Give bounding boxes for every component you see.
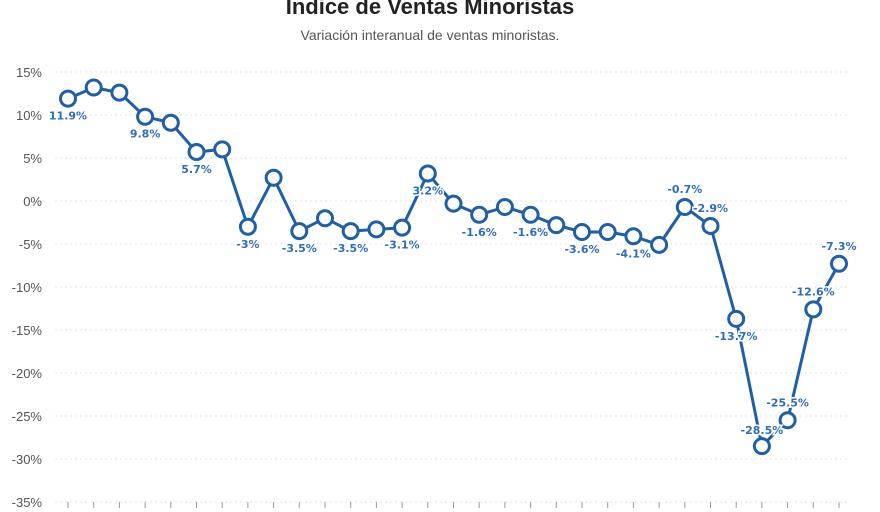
data-label: -28.5% (741, 424, 784, 437)
data-point (341, 222, 360, 241)
data-point (521, 205, 540, 224)
grid-lines (55, 71, 848, 503)
chart-subtitle: Variación interanual de ventas minorista… (300, 27, 560, 43)
data-label: -3.5% (282, 242, 317, 255)
y-tick-label: -20% (12, 366, 43, 381)
data-point (470, 205, 489, 224)
data-point (804, 300, 823, 319)
data-point (136, 107, 155, 126)
data-label: -3.1% (385, 239, 420, 252)
data-points (59, 78, 848, 456)
series-line (67, 86, 841, 448)
data-point (778, 411, 797, 430)
data-point (752, 437, 771, 456)
data-label: -3% (236, 238, 259, 251)
data-point (675, 198, 694, 217)
data-label: 9.8% (130, 128, 161, 141)
data-point (161, 113, 180, 132)
data-label: -4.1% (616, 247, 651, 260)
data-point (701, 216, 720, 235)
data-point (393, 218, 412, 237)
data-point (290, 222, 309, 241)
data-point (84, 78, 103, 97)
data-point (573, 222, 591, 241)
data-point (547, 216, 566, 235)
data-label: -7.3% (821, 240, 856, 253)
y-tick-label: -25% (12, 409, 43, 424)
data-point (59, 89, 77, 108)
chart-title: Índice de Ventas Minoristas (285, 0, 575, 19)
y-tick-label: 15% (16, 65, 42, 80)
y-tick-label: -10% (12, 280, 43, 295)
data-label: -0.7% (667, 183, 702, 196)
y-tick-label: 5% (23, 151, 42, 166)
y-tick-label: -5% (19, 237, 43, 252)
y-tick-label: -30% (12, 452, 43, 467)
data-point (418, 164, 437, 183)
data-label: -3.5% (333, 242, 368, 255)
data-label: -2.9% (693, 202, 728, 215)
data-label: -1.6% (513, 226, 548, 239)
data-label: 3.2% (413, 184, 444, 197)
data-label: -12.6% (792, 285, 835, 298)
data-label: -3.6% (564, 243, 599, 256)
data-labels: 11.9% 9.8% 5.7% -3% -3.5% -3.5% -3.1% 3.2% -1.6%… (47, 108, 858, 438)
data-point (444, 194, 463, 213)
data-label: -25.5% (766, 396, 809, 409)
data-point (238, 217, 257, 236)
data-point (213, 140, 232, 159)
data-point (598, 222, 617, 241)
data-point (650, 235, 669, 254)
data-point (316, 209, 334, 228)
data-point (367, 220, 386, 239)
y-tick-label: -15% (12, 323, 43, 338)
data-point (624, 227, 643, 246)
x-axis-ticks (67, 502, 840, 508)
data-point (495, 198, 514, 217)
data-point (110, 83, 129, 102)
y-tick-label: 10% (16, 108, 42, 123)
y-axis-ticks: 15% 10% 5% 0% -5% -10% -15% -20% -25% -30% -35% (12, 65, 43, 510)
data-point (187, 142, 206, 161)
y-tick-label: -35% (12, 495, 43, 510)
data-label: -1.6% (462, 226, 497, 239)
data-point (264, 168, 283, 187)
data-point (830, 254, 848, 273)
data-label: 11.9% (49, 110, 87, 123)
data-point (727, 309, 746, 328)
data-label: 5.7% (181, 163, 212, 176)
y-tick-label: 0% (23, 194, 42, 209)
data-label: -13.7% (715, 330, 758, 343)
